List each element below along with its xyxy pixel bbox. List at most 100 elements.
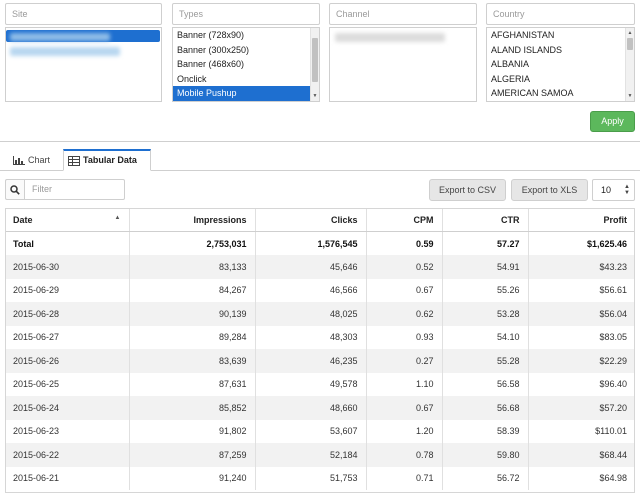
cell-clicks: 51,753 [255, 466, 367, 490]
site-filter-input[interactable]: Site [5, 3, 162, 25]
cell-profit: $96.40 [599, 379, 627, 390]
cell-clicks: 48,303 [255, 325, 367, 349]
export-xls-button[interactable]: Export to XLS [511, 179, 588, 201]
table-row: 2015-06-28 90,139 48,025 0.62 53.28 $56.04 [5, 302, 635, 326]
country-scrollbar[interactable]: ▲ ▼ [625, 28, 634, 101]
table-row: 2015-06-25 87,631 49,578 1.10 56.58 $96.40 [5, 372, 635, 396]
cell-profit: $83.05 [599, 332, 627, 343]
cell-date: 2015-06-30 [5, 255, 130, 279]
table-filter-input[interactable]: Filter [24, 179, 125, 200]
country-option[interactable]: ALBANIA [491, 59, 530, 69]
channel-filter-input[interactable]: Channel [329, 3, 477, 25]
cell-ctr: 56.72 [442, 466, 529, 490]
cell-ctr: 53.28 [442, 302, 529, 326]
table-row: 2015-06-30 83,133 45,646 0.52 54.91 $43.23 [5, 255, 635, 279]
cell-impressions: 90,139 [129, 302, 256, 326]
scroll-down-icon[interactable]: ▼ [627, 93, 633, 99]
column-header-ctr[interactable]: CTR [442, 208, 529, 232]
tab-chart-label: Chart [28, 155, 51, 165]
total-row: Total 2,753,031 1,576,545 0.59 57.27 $1,… [5, 231, 635, 255]
cell-date: 2015-06-24 [5, 396, 130, 420]
export-csv-button[interactable]: Export to CSV [429, 179, 506, 201]
table-row: 2015-06-23 91,802 53,607 1.20 58.39 $110.01 [5, 419, 635, 443]
page-size-value: 10 [601, 185, 612, 195]
divider [0, 141, 640, 142]
tab-tabular-data[interactable]: Tabular Data [63, 149, 151, 171]
search-icon [10, 185, 20, 195]
table-row: 2015-06-26 83,639 46,235 0.27 55.28 $22.29 [5, 349, 635, 373]
scroll-up-icon[interactable]: ▲ [627, 30, 633, 36]
cell-ctr: 54.10 [442, 325, 529, 349]
column-header-cpm[interactable]: CPM [366, 208, 443, 232]
types-scrollbar[interactable]: ▼ [310, 28, 319, 101]
cell-date: 2015-06-27 [5, 325, 130, 349]
total-profit: $1,625.46 [586, 238, 627, 249]
cell-profit: $64.98 [599, 473, 627, 484]
cell-cpm: 0.93 [366, 325, 443, 349]
column-header-date[interactable]: Date ▲ [5, 208, 130, 232]
country-option[interactable]: AMERICAN SAMOA [491, 88, 574, 98]
country-listbox[interactable]: AFGHANISTAN ALAND ISLANDS ALBANIA ALGERIA AM… [486, 27, 635, 102]
types-option[interactable]: Banner (468x60) [177, 59, 245, 69]
sort-asc-icon: ▲ [114, 214, 121, 221]
cell-profit: $43.23 [528, 255, 635, 279]
page-size-select[interactable]: 10 ▲ ▼ [592, 179, 635, 201]
site-redacted-text-2 [10, 47, 120, 56]
country-option[interactable]: ALGERIA [491, 73, 531, 84]
cell-profit: $57.20 [528, 396, 635, 420]
cell-clicks: 48,025 [255, 302, 367, 326]
cell-cpm: 0.78 [366, 443, 443, 467]
tab-chart[interactable]: Chart [9, 150, 59, 171]
table-row: 2015-06-24 85,852 48,660 0.67 56.68 $57.20 [5, 396, 635, 420]
country-option[interactable]: AFGHANISTAN [491, 30, 555, 40]
country-filter-input[interactable]: Country [486, 3, 635, 25]
table-header-row: Date ▲ Impressions Clicks CPM CTR Profit [5, 208, 635, 232]
column-header-profit[interactable]: Profit [528, 208, 635, 232]
cell-clicks: 46,566 [255, 278, 367, 302]
cell-impressions: 83,639 [129, 349, 256, 373]
cell-clicks: 46,235 [255, 349, 367, 373]
cell-impressions: 85,852 [129, 396, 256, 420]
cell-profit: $68.44 [528, 443, 635, 467]
scroll-down-icon[interactable]: ▼ [312, 93, 318, 99]
cell-date: 2015-06-23 [5, 419, 130, 443]
country-scrollbar-thumb[interactable] [627, 38, 633, 50]
cell-cpm: 0.27 [366, 349, 443, 373]
country-option[interactable]: ALAND ISLANDS [491, 44, 563, 55]
types-option[interactable]: Banner (300x250) [177, 44, 250, 55]
cell-clicks: 52,184 [255, 443, 367, 467]
cell-ctr: 56.68 [442, 396, 529, 420]
total-clicks: 1,576,545 [255, 231, 367, 255]
cell-impressions: 91,240 [129, 466, 256, 490]
site-listbox[interactable] [5, 27, 162, 102]
column-header-impressions[interactable]: Impressions [129, 208, 256, 232]
cell-impressions: 84,267 [129, 278, 256, 302]
data-table: Date ▲ Impressions Clicks CPM CTR Profit … [5, 208, 635, 490]
channel-listbox[interactable] [329, 27, 477, 102]
cell-ctr: 55.28 [442, 349, 529, 373]
types-listbox[interactable]: Banner (728x90) Banner (300x250) Banner (4… [172, 27, 320, 102]
types-option[interactable]: Banner (728x90) [177, 30, 245, 40]
table-row: 2015-06-22 87,259 52,184 0.78 59.80 $68.44 [5, 443, 635, 467]
cell-profit: $110.01 [595, 426, 627, 437]
types-scrollbar-thumb[interactable] [312, 38, 318, 82]
table-row: 2015-06-21 91,240 51,753 0.71 56.72 $64.98 [5, 466, 635, 490]
cell-profit: $56.61 [599, 285, 627, 296]
types-option[interactable]: Mobile Pushup [173, 86, 319, 101]
apply-button[interactable]: Apply [590, 111, 635, 132]
cell-date: 2015-06-22 [5, 443, 130, 467]
total-cpm: 0.59 [366, 231, 443, 255]
types-option[interactable]: Onclick [177, 73, 207, 84]
cell-clicks: 48,660 [255, 396, 367, 420]
channel-redacted-text [335, 33, 445, 42]
search-button[interactable] [5, 179, 24, 200]
types-filter-input[interactable]: Types [172, 3, 320, 25]
cell-date: 2015-06-21 [5, 466, 130, 490]
cell-clicks: 49,578 [255, 372, 367, 396]
cell-profit: $22.29 [528, 349, 635, 373]
cell-cpm: 0.52 [366, 255, 443, 279]
column-header-clicks[interactable]: Clicks [255, 208, 367, 232]
table-icon [68, 155, 80, 166]
cell-cpm: 1.20 [366, 419, 443, 443]
cell-ctr: 56.58 [442, 372, 529, 396]
